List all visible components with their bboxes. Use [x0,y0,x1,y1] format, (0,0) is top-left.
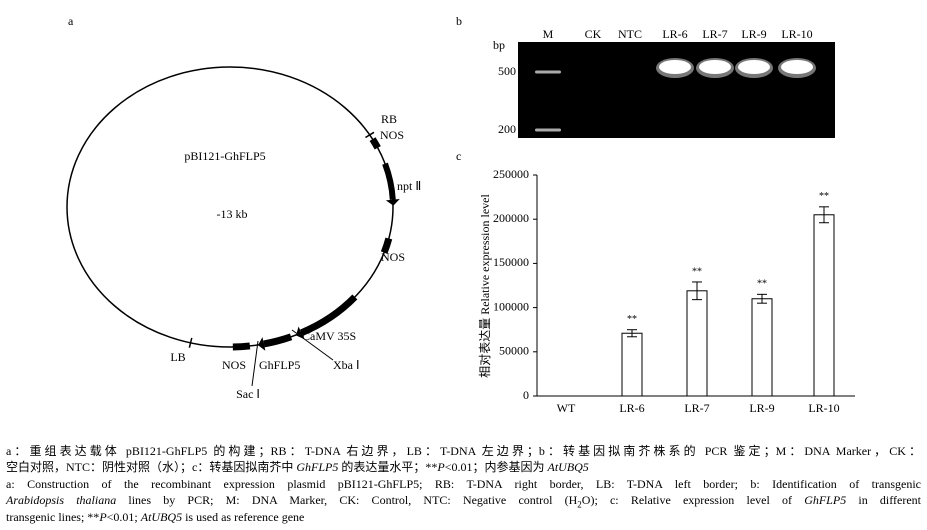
caption-text: 空白对照，NTC：阴性对照（水）；c：转基因拟南芥中 [6,460,297,474]
plasmid-label: LB [170,350,185,364]
plasmid-label: CaMV 35S [302,329,356,343]
gel-size-marker: 200 [498,122,516,136]
caption-text: <0.01；内参基因为 [444,460,548,474]
bar [813,214,835,397]
significance-label: ** [819,191,829,202]
plasmid-feature [382,162,396,200]
caption-line: a：重组表达载体 pBI121-GhFLP5 的构建；RB：T-DNA 右边界，… [6,443,921,459]
caption-text: P [437,460,445,474]
plasmid-label: Sac Ⅰ [236,387,260,401]
plasmid-feature [300,294,358,337]
caption-text: <0.01; [106,510,141,524]
plasmid-feature [369,137,381,150]
plasmid-feature [263,333,293,348]
significance-label: ** [627,314,637,325]
gel-lane-label: LR-6 [662,27,687,41]
y-tick-label: 150000 [493,255,529,269]
caption-text: is used as reference gene [182,510,305,524]
gel-lane-label: NTC [618,27,642,41]
border-tick [188,337,193,348]
marker-band [535,128,561,132]
gel-lane-label: LR-9 [741,27,766,41]
plasmid-arrowhead [295,326,305,340]
gel-size-marker: 500 [498,64,516,78]
plasmid-label: RB [381,112,397,126]
caption-text: a：重组表达载体 pBI121-GhFLP5 的构建；RB：T-DNA 右边界，… [6,444,921,458]
figure: a b c pBI121-GhFLP5 -13 kb bp 500 200 相对… [66,14,855,415]
plasmid-size: -13 kb [217,207,248,221]
y-tick-label: 50000 [499,344,529,358]
caption-line: transgenic lines; **P<0.01; AtUBQ5 is us… [6,509,921,525]
caption-line: a: Construction of the recombinant expre… [6,476,921,492]
plasmid-label: NOS [381,250,405,264]
caption-line: 空白对照，NTC：阴性对照（水）；c：转基因拟南芥中 GhFLP5 的表达量水平… [6,459,921,475]
caption-text: GhFLP5 [804,493,847,507]
caption-text: transgenic lines; ** [6,510,100,524]
plasmid-feature [380,237,393,254]
caption-text: lines by PCR; M: DNA Marker, CK: Control… [116,493,578,507]
caption-text: AtUBQ5 [547,460,589,474]
caption-line: Arabidopsis thaliana lines by PCR; M: DN… [6,492,921,512]
x-tick-label: LR-6 [619,401,644,415]
panel-label: c [456,149,461,163]
bar [621,332,643,397]
plasmid-label: Xba Ⅰ [333,358,360,372]
marker-band [535,70,561,74]
plasmid-name: pBI121-GhFLP5 [184,149,265,163]
y-tick-label: 100000 [493,299,529,313]
plasmid-label: npt Ⅱ [397,179,421,193]
caption-text: GhFLP5 [296,460,339,474]
caption-text: 的表达量水平；** [338,460,438,474]
bar [751,298,773,397]
plasmid-arrowhead [258,337,266,351]
x-tick-label: WT [557,401,576,415]
caption-text: in different [846,493,921,507]
caption-text: Arabidopsis thaliana [6,493,117,507]
caption-text: 2 [577,499,582,510]
caption-text: P [99,510,107,524]
plasmid-label: GhFLP5 [259,358,300,372]
caption-text: a: Construction of the recombinant expre… [6,477,921,491]
caption-text: O); c: Relative expression level of [581,493,805,507]
panel-label: a [68,14,74,28]
plasmid-backbone [66,66,394,348]
significance-label: ** [757,279,767,290]
plasmid-label: NOS [222,358,246,372]
plasmid-label: NOS [380,128,404,142]
pcr-band [738,60,770,74]
gel-lane-label: M [543,27,554,41]
gel-lane-label: LR-10 [781,27,812,41]
y-tick-label: 250000 [493,167,529,181]
y-axis-label: 相对表达量 Relative expression level [478,194,492,378]
x-tick-label: LR-7 [684,401,709,415]
panel-label: b [456,14,462,28]
y-tick-label: 200000 [493,211,529,225]
gel-lane-label: CK [585,27,602,41]
pcr-band [699,60,731,74]
pcr-band [781,60,813,74]
x-tick-label: LR-9 [749,401,774,415]
gel-lane-label: LR-7 [702,27,727,41]
x-tick-label: LR-10 [808,401,839,415]
leader-line [251,340,259,387]
y-tick-label: 0 [523,388,529,402]
caption-text: AtUBQ5 [140,510,183,524]
gel-image [518,42,835,138]
significance-label: ** [692,266,702,277]
bar [686,290,708,397]
pcr-band [659,60,691,74]
gel-unit: bp [493,38,505,52]
plasmid-feature [232,342,251,351]
border-tick [365,131,375,139]
plasmid-arrowhead [385,198,400,206]
